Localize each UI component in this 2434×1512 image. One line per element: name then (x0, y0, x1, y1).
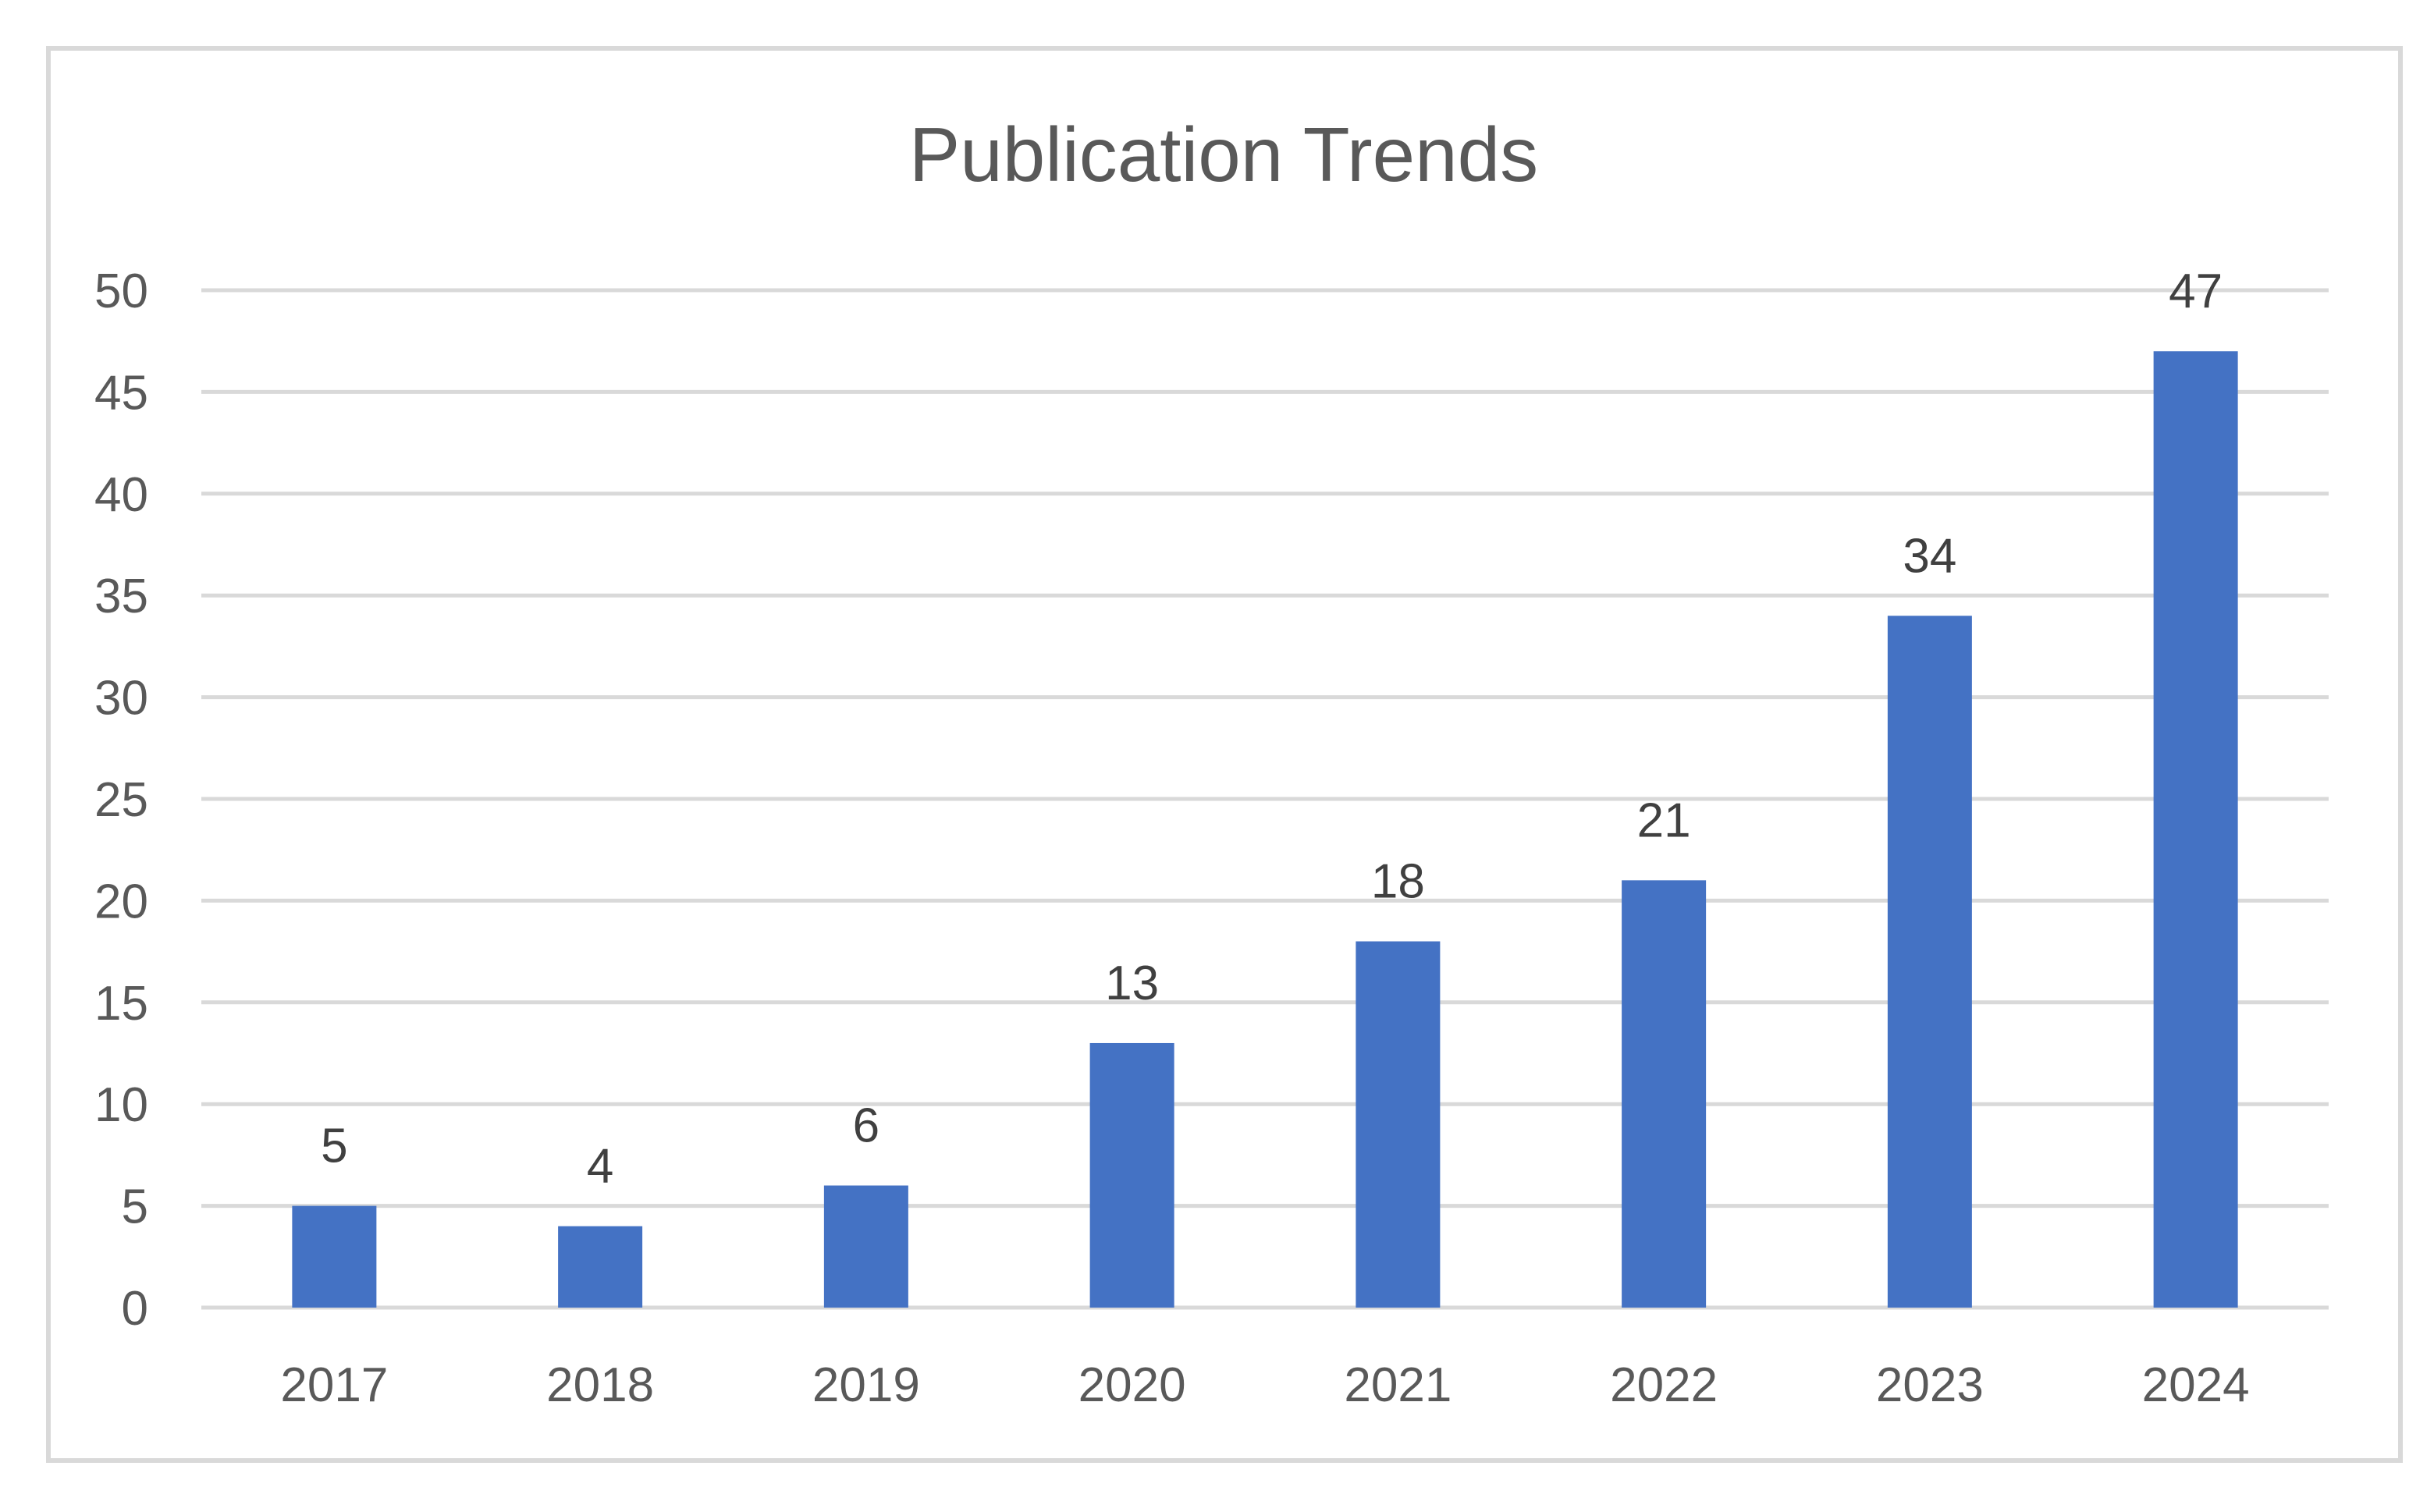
data-label-2023: 34 (1903, 529, 1956, 583)
x-axis-tick-labels: 2017 2018 2019 2020 2021 2022 2023 2024 (280, 1358, 2249, 1412)
y-tick-label-5: 5 (122, 1180, 148, 1234)
bars (292, 351, 2238, 1308)
bar-2017 (292, 1205, 377, 1308)
data-label-2018: 4 (587, 1140, 613, 1194)
bar-2023 (1887, 616, 1972, 1308)
bar-2022 (1622, 880, 1707, 1308)
x-tick-label-2022: 2022 (1610, 1358, 1718, 1412)
data-label-2020: 13 (1105, 957, 1159, 1010)
data-label-2017: 5 (321, 1120, 347, 1173)
y-tick-label-30: 30 (94, 672, 148, 726)
x-tick-label-2020: 2020 (1078, 1358, 1186, 1412)
chart-border (46, 46, 2403, 1463)
y-tick-label-50: 50 (94, 264, 148, 318)
x-tick-label-2021: 2021 (1344, 1358, 1452, 1412)
bar-2019 (823, 1185, 908, 1308)
y-tick-label-45: 45 (94, 366, 148, 420)
y-tick-label-0: 0 (122, 1282, 148, 1336)
data-label-2024: 47 (2169, 264, 2223, 318)
bar-2021 (1356, 941, 1441, 1308)
y-tick-label-15: 15 (94, 977, 148, 1031)
y-tick-label-10: 10 (94, 1078, 148, 1132)
y-tick-label-25: 25 (94, 773, 148, 827)
bar-2024 (2153, 351, 2238, 1308)
data-label-2022: 21 (1637, 793, 1691, 847)
data-labels: 5 4 6 13 18 21 34 47 (321, 264, 2223, 1193)
data-label-2021: 18 (1371, 855, 1425, 909)
bar-2020 (1089, 1042, 1174, 1308)
gridlines (201, 288, 2329, 1310)
x-tick-label-2018: 2018 (546, 1358, 654, 1412)
data-label-2019: 6 (853, 1099, 879, 1153)
x-tick-label-2023: 2023 (1876, 1358, 1984, 1412)
bar-2018 (558, 1226, 643, 1308)
y-axis-tick-labels: 0 5 10 15 20 25 30 35 40 45 50 (94, 264, 148, 1336)
x-tick-label-2017: 2017 (280, 1358, 388, 1412)
x-tick-label-2019: 2019 (812, 1358, 920, 1412)
y-tick-label-35: 35 (94, 570, 148, 623)
x-tick-label-2024: 2024 (2142, 1358, 2250, 1412)
y-tick-label-40: 40 (94, 468, 148, 522)
y-tick-label-20: 20 (94, 875, 148, 928)
chart-title: Publication Trends (909, 112, 1538, 197)
